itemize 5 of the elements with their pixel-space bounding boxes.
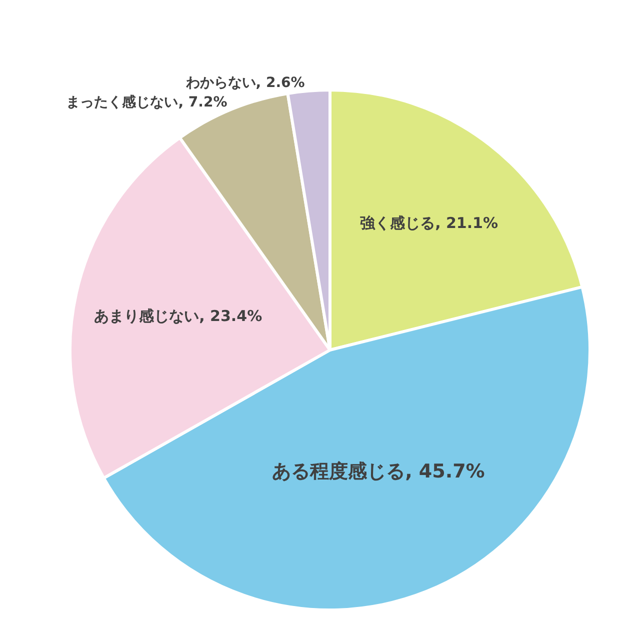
slice-label: あまり感じない, 23.4% (94, 307, 262, 326)
slice-label: わからない, 2.6% (184, 74, 305, 91)
slice-label: 強く感じる, 21.1% (360, 214, 498, 232)
slice-label: ある程度感じる, 45.7% (272, 460, 485, 482)
slice-label: まったく感じない, 7.2% (66, 94, 228, 111)
